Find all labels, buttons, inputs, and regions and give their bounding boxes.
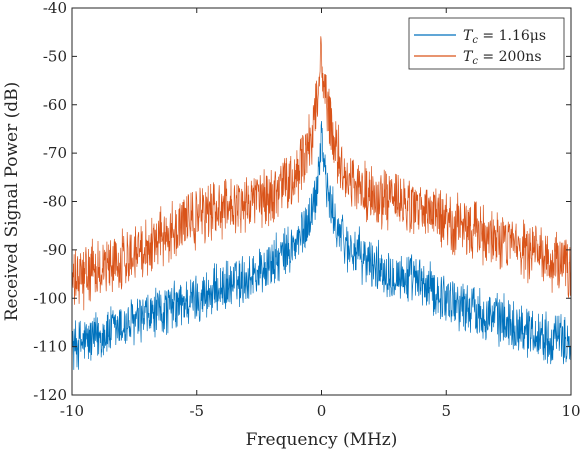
series-line-2 [71, 36, 572, 311]
x-tick-label: -10 [60, 402, 84, 420]
y-tick-label: -110 [33, 338, 67, 356]
legend-entry-series-1: Tc = 1.16μs [463, 28, 546, 46]
series-line-1 [71, 120, 572, 370]
x-tick-label: 5 [441, 402, 451, 420]
legend: Tc = 1.16μs Tc = 200ns [408, 17, 565, 70]
legend-box [408, 17, 565, 70]
y-axis-label: Received Signal Power (dB) [2, 82, 22, 322]
x-tick-label: 0 [317, 402, 327, 420]
x-tick-label: 10 [561, 402, 580, 420]
x-axis-label: Frequency (MHz) [246, 430, 398, 450]
y-tick-label: -40 [43, 0, 67, 17]
y-tick-label: -60 [43, 96, 67, 114]
y-tick-label: -80 [43, 193, 67, 211]
y-tick-label: -90 [43, 241, 67, 259]
y-tick-label: -50 [43, 47, 67, 65]
x-tick-label: -5 [189, 402, 204, 420]
series-layer [71, 36, 572, 370]
y-tick-label: -120 [33, 386, 67, 404]
ticks-layer: -10 -5 0 5 10-120-110-100-90-80-70-60-50-40 [33, 0, 580, 420]
legend-entry-series-2: Tc = 200ns [463, 49, 542, 67]
y-tick-label: -100 [33, 289, 67, 307]
y-tick-label: -70 [43, 144, 67, 162]
